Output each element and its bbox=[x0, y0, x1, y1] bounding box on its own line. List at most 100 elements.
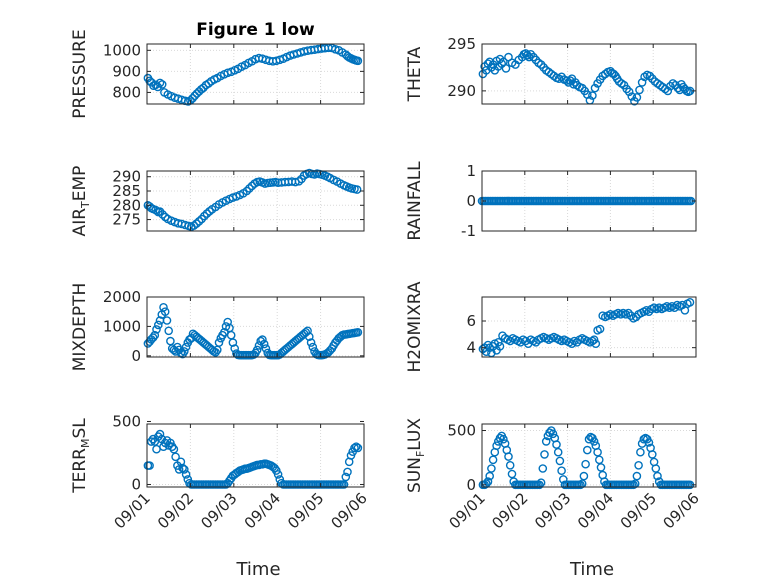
data-point bbox=[627, 92, 637, 101]
data-point bbox=[180, 220, 190, 230]
data-point bbox=[648, 450, 657, 459]
data-point bbox=[308, 342, 318, 352]
data-point bbox=[596, 463, 606, 472]
y-axis-label: THETA bbox=[405, 46, 425, 102]
y-tick-label: 2000 bbox=[103, 288, 141, 306]
subplot-1: 800 900 1000 PRESSURE Figure 1 low bbox=[70, 20, 365, 119]
data-point bbox=[499, 434, 508, 444]
data-point bbox=[350, 443, 359, 453]
y-tick-label: 285 bbox=[112, 182, 141, 200]
data-point bbox=[581, 459, 590, 469]
axes-box bbox=[481, 43, 697, 105]
x-tick-label: 09/05 bbox=[617, 489, 660, 532]
data-point bbox=[507, 469, 517, 479]
data-point bbox=[483, 477, 493, 486]
data-point bbox=[181, 342, 191, 352]
data-point bbox=[497, 59, 507, 69]
data-point bbox=[155, 429, 165, 439]
data-point bbox=[339, 480, 349, 489]
x-tick-label: 09/06 bbox=[328, 489, 371, 532]
axes-box bbox=[146, 170, 365, 232]
data-point bbox=[535, 480, 544, 490]
axes-box bbox=[146, 43, 365, 105]
data-point bbox=[153, 320, 163, 330]
x-tick-label: 09/01 bbox=[111, 489, 154, 532]
data-point bbox=[179, 347, 189, 356]
y-tick-label: 6 bbox=[466, 312, 476, 330]
x-axis-label: Time bbox=[569, 559, 614, 580]
y-tick-label: 500 bbox=[112, 412, 141, 430]
data-point bbox=[353, 443, 363, 453]
data-point bbox=[258, 335, 267, 344]
subplot-8: 0 500 09/01 09/02 09/03 09/04 09/05 09/06 SUNFLU… bbox=[405, 418, 703, 580]
data-point bbox=[145, 461, 154, 470]
data-point bbox=[199, 211, 209, 221]
data-point bbox=[552, 440, 561, 449]
data-point bbox=[548, 429, 558, 439]
axes-box bbox=[146, 423, 365, 488]
y-tick-label: 0 bbox=[466, 476, 476, 494]
y-tick-label: 295 bbox=[447, 35, 476, 53]
data-point bbox=[353, 327, 363, 337]
x-tick-label: 09/02 bbox=[488, 489, 531, 532]
x-tick-label: 09/02 bbox=[154, 489, 197, 532]
data-point bbox=[179, 465, 189, 474]
data-point bbox=[211, 347, 220, 357]
data-point bbox=[273, 470, 283, 479]
y-tick-label: 500 bbox=[447, 422, 476, 440]
data-point bbox=[557, 466, 566, 476]
axes-box bbox=[481, 423, 697, 488]
y-tick-label: 900 bbox=[112, 62, 141, 80]
y-axis-label: RAINFALL bbox=[405, 161, 425, 241]
x-tick-label: 09/04 bbox=[574, 489, 617, 532]
data-point bbox=[516, 337, 525, 347]
y-tick-label: 1 bbox=[466, 162, 476, 180]
data-point bbox=[228, 338, 238, 347]
data-point bbox=[219, 327, 229, 337]
data-point bbox=[590, 83, 600, 93]
data-point bbox=[553, 447, 563, 457]
data-point bbox=[589, 335, 599, 345]
data-point bbox=[562, 76, 572, 85]
series-points bbox=[478, 49, 695, 106]
data-point bbox=[304, 332, 314, 342]
data-point bbox=[214, 338, 224, 347]
data-point bbox=[588, 91, 597, 100]
data-point bbox=[624, 308, 633, 318]
data-point bbox=[259, 339, 269, 349]
data-point bbox=[192, 219, 201, 228]
data-point bbox=[261, 344, 271, 353]
x-tick-label: 09/05 bbox=[284, 489, 327, 532]
series-points bbox=[143, 168, 362, 231]
data-point bbox=[294, 176, 304, 186]
data-point bbox=[644, 438, 654, 447]
data-point bbox=[635, 85, 644, 95]
y-axis-label: TERRMSL bbox=[70, 418, 92, 494]
data-point bbox=[505, 460, 515, 470]
data-point bbox=[653, 471, 662, 481]
data-point bbox=[536, 478, 546, 488]
data-point bbox=[162, 316, 172, 325]
data-point bbox=[171, 452, 180, 462]
data-point bbox=[629, 480, 638, 490]
data-point bbox=[593, 447, 602, 457]
data-point bbox=[644, 307, 654, 317]
data-point bbox=[632, 93, 642, 102]
data-point bbox=[670, 303, 679, 313]
series-points bbox=[478, 297, 695, 358]
data-point bbox=[595, 455, 604, 465]
y-tick-label: -1 bbox=[461, 222, 476, 240]
data-point bbox=[555, 456, 565, 466]
data-point bbox=[194, 216, 204, 226]
y-tick-label: 0 bbox=[466, 192, 476, 210]
data-point bbox=[487, 464, 496, 473]
data-point bbox=[242, 186, 252, 196]
data-point bbox=[306, 338, 316, 347]
data-point bbox=[351, 442, 361, 452]
y-tick-label: 290 bbox=[112, 168, 141, 186]
y-axis-label: MIXDEPTH bbox=[70, 283, 90, 372]
x-tick-label: 09/03 bbox=[531, 489, 574, 532]
data-point bbox=[495, 341, 505, 351]
data-point bbox=[651, 464, 661, 473]
